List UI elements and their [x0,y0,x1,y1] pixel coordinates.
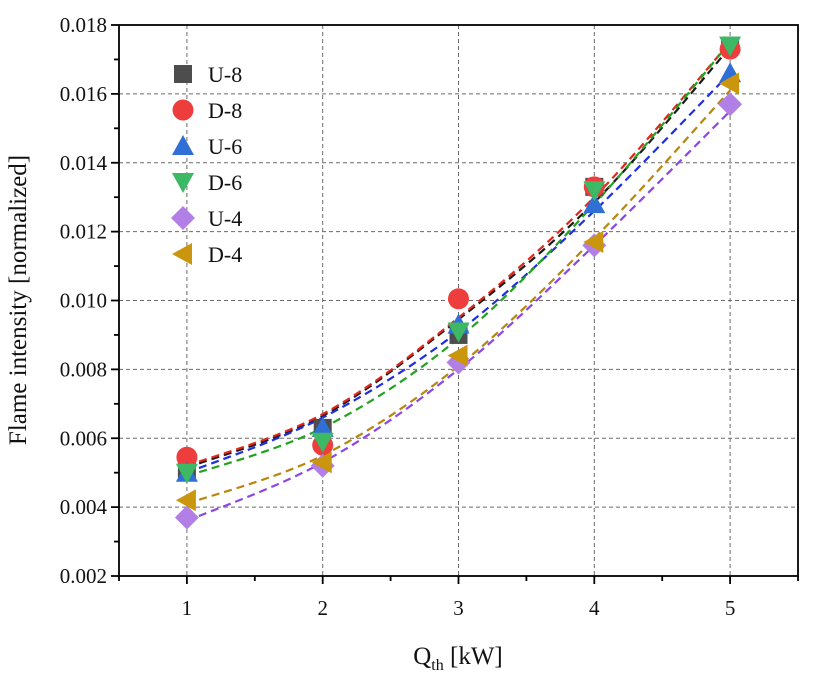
y-tick-label: 0.002 [60,564,107,588]
legend-marker [172,243,192,265]
x-axis-title-subscript: th [431,657,443,674]
series-u-4 [174,92,743,530]
data-point [175,489,196,512]
legend-marker [172,135,194,155]
data-point [311,451,332,474]
legend-label: U-8 [208,62,242,87]
y-tick-label: 0.012 [60,220,107,244]
y-axis-title: Flame intensity [normalized] [5,155,32,445]
legend-item-d-8: D-8 [172,98,242,123]
x-axis-title-unit: [kW] [444,643,503,670]
y-tick-label: 0.014 [60,151,108,175]
y-tick-label: 0.016 [60,82,107,106]
legend-label: D-8 [208,98,242,123]
legend-item-u-4: U-4 [171,206,242,231]
fit-curve-u-8 [186,46,731,469]
x-axis-title-main: Q [413,643,431,670]
legend-item-d-4: D-4 [172,242,242,267]
legend-marker [172,99,194,121]
data-point [175,463,198,484]
data-markers [174,36,743,530]
series-d-6 [175,36,742,484]
data-point [583,181,606,202]
x-tick-label: 3 [453,596,464,620]
y-tick-label: 0.018 [60,13,107,37]
data-point [176,446,198,468]
y-tick-labels: 0.002 0.004 0.006 0.008 0.010 0.012 0.014 0.016… [60,13,108,588]
series-d-4 [175,72,740,512]
data-point [174,505,199,530]
x-tick-labels: 1 2 3 4 5 [182,596,736,620]
legend-item-u-8: U-8 [174,62,242,87]
legend-label: U-6 [208,134,242,159]
data-point [448,288,469,310]
fit-curve-d-8 [186,41,731,467]
data-point [311,416,334,437]
fit-curves [186,41,731,522]
legend-marker [171,206,195,230]
data-point [719,72,740,95]
legend: U-8 D-8 U-6 D-6 U-4 D-4 [171,62,242,267]
data-point [447,344,468,367]
x-tick-label: 4 [589,596,600,620]
legend-label: D-6 [208,170,242,195]
legend-item-d-6: D-6 [172,170,242,195]
x-tick-label: 1 [182,596,193,620]
x-tick-label: 5 [725,596,736,620]
data-point [583,230,604,253]
y-tick-label: 0.004 [60,495,108,519]
fit-curve-u-6 [186,72,731,474]
legend-marker [172,173,194,193]
data-point [311,432,334,453]
x-axis-title: Qth [kW] [413,643,503,674]
data-point [718,92,743,117]
legend-marker [174,65,192,83]
data-point [583,193,606,214]
data-point [447,322,470,343]
y-tick-label: 0.008 [60,357,107,381]
data-point [719,36,742,57]
legend-label: U-4 [208,206,242,231]
legend-item-u-6: U-6 [172,134,242,159]
axis-ticks [111,24,799,584]
x-tick-label: 2 [317,596,328,620]
legend-label: D-4 [208,242,242,267]
y-tick-label: 0.006 [60,426,107,450]
y-tick-label: 0.010 [60,289,107,313]
